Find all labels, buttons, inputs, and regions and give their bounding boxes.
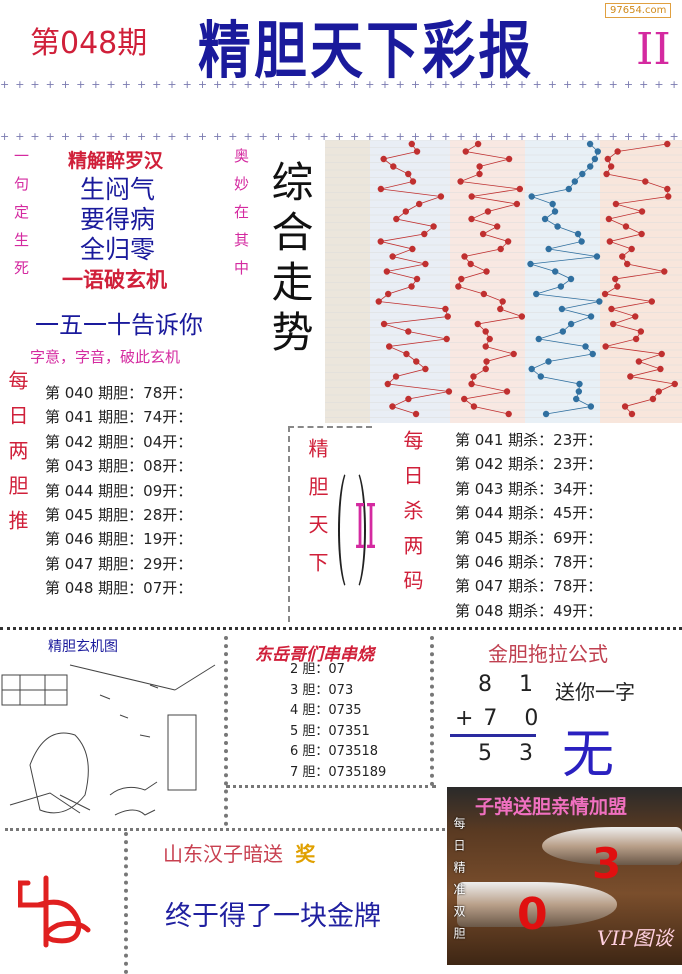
riddle-line: 生闷气 (80, 175, 156, 204)
list-item: 第 045 期胆：28开： (45, 505, 193, 524)
list-item: 第 048 期杀：49开： (455, 601, 603, 620)
chain-divider (430, 636, 440, 786)
chart-line (603, 143, 677, 415)
bullet-title: 子弹送胆亲情加盟 (475, 796, 628, 818)
volume-mark: II (636, 24, 671, 75)
gift-char: 无 (562, 725, 615, 785)
daily-two-list: 第 040 期胆：78开： 第 041 期胆：74开： 第 042 期胆：04开… (45, 381, 192, 601)
issue-number: 第048期 (30, 26, 148, 61)
daily-two-vertical: 每日两胆推 (5, 370, 29, 545)
list-item: 第 041 期胆：74开： (45, 408, 193, 427)
list-item: 第 041 期杀：23开： (455, 431, 603, 449)
divider: ++++++++++++++++++++++++++++++++++++++++… (0, 130, 682, 142)
chart-band (325, 140, 370, 423)
trend-label: 综合走势 (265, 160, 314, 360)
riddle-footer: 一语破玄机 (62, 268, 167, 292)
list-item: 第 044 期杀：45开： (455, 504, 603, 523)
daily-kill-vertical: 每日杀两码 (400, 430, 424, 605)
bullet-stamp: VIP图谈 (597, 926, 673, 950)
daily-kill-list: 第 041 期杀：23开： 第 042 期杀：23开： 第 043 期杀：34开… (455, 428, 602, 623)
riddle-hint: 字意，字音，破此玄机 (30, 348, 181, 366)
list-item: 6 胆：073518 (290, 744, 379, 759)
list-item: 第 048 期胆：07开： (45, 579, 193, 598)
bullet-banner: 子弹送胆亲情加盟 每日精准双胆 3 0 VIP图谈 (447, 787, 682, 965)
list-item: 第 046 期杀：78开： (455, 552, 603, 571)
chain-divider (226, 785, 436, 798)
center-box (288, 426, 372, 622)
bullet-number-1: 3 (592, 839, 622, 888)
bracket-decoration (338, 468, 366, 592)
award-message: 终于得了一块金牌 (165, 901, 381, 932)
list-item: 第 046 期胆：19开： (45, 530, 193, 549)
formula: 8 1 +7 0 5 3 (450, 672, 560, 767)
mystery-title: 精胆玄机图 (48, 639, 118, 655)
chart-line (530, 143, 600, 415)
formula-line (450, 734, 536, 737)
chart-line (377, 143, 449, 415)
divider (0, 627, 682, 630)
chart-band (525, 140, 600, 423)
award-title-text: 山东汉子暗送 (163, 842, 283, 866)
chart-line (457, 143, 522, 415)
gift-label: 送你一字 (555, 680, 635, 704)
page-title: 精胆天下彩报 (198, 14, 535, 87)
chain-divider (224, 636, 234, 826)
list-item: 3 胆：073 (290, 682, 354, 698)
mystery-sketch (1, 664, 216, 816)
bullet-shape (542, 827, 682, 865)
formula-row-2: +7 0 (455, 706, 549, 731)
list-item: 第 044 期胆：09开： (45, 481, 193, 500)
list-item: 第 043 期杀：34开： (455, 479, 603, 498)
skewer-title: 东岳哥们串串烧 (255, 645, 374, 665)
chart-point (474, 140, 482, 148)
award-title: 山东汉子暗送 奖 (163, 838, 315, 867)
award-badge: 奖 (295, 842, 316, 866)
list-item: 第 047 期胆：29开： (45, 554, 193, 573)
list-item: 第 047 期杀：78开： (455, 577, 603, 596)
list-item: 5 胆：07351 (290, 723, 370, 739)
list-item: 4 胆：0735 (290, 703, 362, 718)
list-item: 第 043 期胆：08开： (45, 457, 193, 476)
list-item: 第 040 期胆：78开： (45, 384, 193, 402)
chain-divider (5, 828, 445, 841)
divider: ++++++++++++++++++++++++++++++++++++++++… (0, 78, 682, 90)
riddle-tell: 一五一十告诉你 (35, 311, 203, 339)
list-item: 第 042 期胆：04开： (45, 432, 193, 451)
signature-icon (18, 875, 91, 948)
bullet-number-2: 0 (517, 889, 548, 940)
riddle-right-vertical: 奥妙在其中 (232, 148, 250, 288)
trend-chart (325, 140, 682, 423)
chain-divider (124, 832, 134, 974)
list-item: 第 045 期杀：69开： (455, 528, 603, 547)
formula-title: 金胆拖拉公式 (488, 642, 608, 666)
riddle-left-vertical: 一句定生死 (12, 148, 30, 288)
riddle-line: 要得病 (80, 205, 156, 234)
bullet-shape (457, 882, 617, 927)
list-item: 2 胆：07 (290, 662, 345, 677)
watermark: 97654.com (605, 3, 672, 18)
list-item: 7 胆：0735189 (290, 764, 387, 780)
chart-point (542, 410, 550, 418)
chart-band (600, 140, 682, 423)
list-item: 第 042 期杀：23开： (455, 455, 603, 474)
riddle-heading: 精解醉罗汉 (68, 150, 164, 172)
skewer-list: 2 胆：07 3 胆：073 4 胆：0735 5 胆：07351 6 胆：07… (290, 660, 386, 783)
riddle-line: 全归零 (80, 235, 156, 264)
bullet-vertical: 每日精准双胆 (452, 817, 466, 949)
formula-result: 5 3 (478, 741, 543, 766)
center-mark: II (354, 490, 377, 563)
formula-row-1: 8 1 (478, 672, 543, 697)
center-vertical: 精胆天下 (305, 438, 329, 590)
